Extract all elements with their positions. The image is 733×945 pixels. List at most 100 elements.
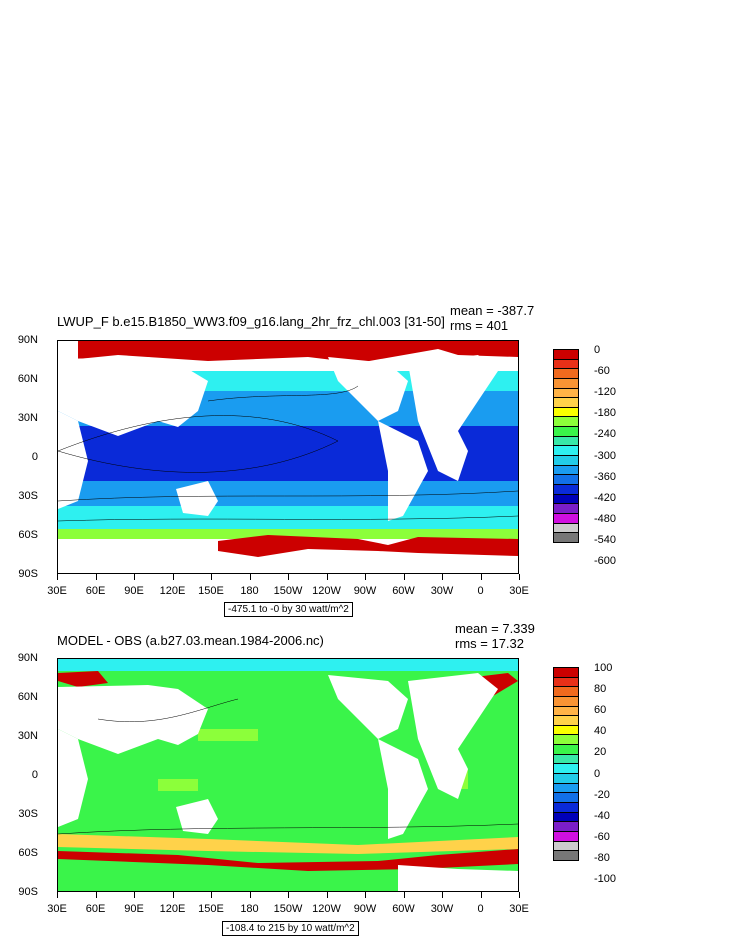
arctic-band: [58, 659, 518, 671]
contour-line: [58, 823, 518, 835]
colorbar-label: -360: [594, 470, 617, 483]
contour-line: [58, 515, 518, 522]
xtick-mark: [442, 574, 443, 580]
ocean-band-south: [58, 506, 518, 531]
colorbar: [553, 349, 579, 543]
xtick-label: 120W: [312, 585, 341, 597]
mean-stat: mean = 7.339: [455, 621, 535, 636]
xtick-mark: [403, 574, 405, 580]
xtick-mark: [211, 892, 212, 898]
xtick-label: 30W: [430, 903, 454, 915]
xtick-mark: [172, 892, 174, 898]
ytick-label: 90N: [17, 652, 38, 664]
southern-orange-band: [58, 834, 518, 854]
eurasia: [58, 685, 208, 754]
xtick-label: 30E: [509, 585, 529, 597]
south-america: [378, 739, 428, 839]
colorbar-label: -600: [594, 555, 617, 567]
north-america: [328, 675, 408, 739]
map-plot: [57, 340, 519, 574]
mean-stat: mean = -387.7: [450, 303, 535, 318]
xtick-mark: [134, 574, 135, 580]
xtick-mark: [480, 574, 482, 580]
xtick-label: 30E: [509, 903, 529, 915]
xtick-mark: [442, 892, 443, 898]
eurasia: [58, 357, 208, 436]
xtick-mark: [134, 892, 135, 898]
map-svg: [58, 341, 518, 573]
xtick-mark: [249, 892, 251, 898]
ytick-label: 60N: [17, 373, 38, 385]
xtick-label: 90E: [124, 585, 144, 597]
contour-line: [58, 415, 339, 473]
colorbar-label: -480: [594, 512, 617, 525]
ytick-label: 60S: [18, 529, 38, 541]
colorbar-label: 60: [594, 704, 607, 717]
north-america: [328, 357, 408, 421]
xtick-mark: [172, 574, 174, 580]
xtick-mark: [480, 892, 482, 898]
greenland-africa: [408, 355, 498, 481]
colorbar-label: 0: [594, 344, 601, 356]
xtick-mark: [288, 892, 289, 898]
contour-line: [97, 698, 239, 722]
ytick-label: 0: [31, 769, 38, 781]
xtick-label: 120W: [312, 903, 341, 915]
highlight-yellow: [198, 729, 258, 741]
map-svg: [58, 659, 518, 891]
colorbar-swatch: [553, 532, 579, 543]
colorbar-label: -180: [594, 407, 617, 420]
xtick-label: 120E: [159, 903, 186, 915]
colorbar-label: -100: [594, 873, 617, 885]
xtick-mark: [95, 574, 97, 580]
xtick-label: 120E: [159, 585, 186, 597]
xtick-mark: [326, 892, 328, 898]
xtick-label: 30E: [47, 903, 67, 915]
panel-title: LWUP_F b.e15.B1850_WW3.f09_g16.lang_2hr_…: [57, 314, 445, 329]
xtick-label: 180: [240, 903, 259, 915]
xtick-label: 90E: [124, 903, 144, 915]
south-america: [378, 421, 428, 521]
colorbar-label: 40: [594, 725, 607, 738]
xtick-label: 0: [477, 903, 484, 915]
colorbar-label: -80: [594, 851, 610, 864]
antarctic-ice: [218, 535, 518, 557]
ocean-band-antarctic: [58, 529, 518, 539]
ytick-label: 0: [31, 451, 38, 463]
arctic-red: [58, 671, 108, 687]
antarctica: [398, 865, 518, 891]
colorbar-label: -20: [594, 788, 610, 801]
colorbar-label: -120: [594, 386, 617, 399]
xtick-label: 30E: [47, 585, 67, 597]
colorbar-label: -240: [594, 428, 617, 441]
ytick-label: 60S: [18, 847, 38, 859]
xtick-mark: [519, 574, 520, 580]
xtick-label: 150W: [273, 903, 303, 915]
ytick-label: 90S: [18, 568, 38, 580]
ytick-label: 30S: [18, 490, 38, 502]
panel-lwup: LWUP_F b.e15.B1850_WW3.f09_g16.lang_2hr_…: [17, 303, 617, 617]
xtick-label: 150E: [198, 903, 224, 915]
xtick-label: 60E: [85, 903, 106, 915]
contour-line: [58, 490, 518, 502]
xtick-label: 90W: [353, 903, 377, 915]
ytick-label: 30N: [17, 412, 38, 424]
xtick-mark: [249, 574, 251, 580]
range-label: -108.4 to 215 by 10 watt/m^2: [222, 921, 359, 936]
xtick-mark: [326, 574, 328, 580]
xtick-label: 0: [477, 585, 484, 597]
xtick-label: 60W: [392, 903, 415, 915]
africa: [58, 729, 88, 827]
colorbar-swatch: [553, 850, 579, 861]
panel-title: MODEL - OBS (a.b27.03.mean.1984-2006.nc): [57, 633, 324, 648]
colorbar-label: -300: [594, 449, 617, 462]
rms-stat: rms = 17.32: [455, 636, 525, 651]
xtick-label: 30W: [430, 585, 454, 597]
xtick-mark: [403, 892, 405, 898]
xtick-label: 150W: [273, 585, 303, 597]
xtick-label: 60W: [392, 585, 415, 597]
xtick-mark: [519, 892, 520, 898]
ytick-label: 30N: [17, 730, 38, 742]
xtick-mark: [57, 892, 58, 898]
